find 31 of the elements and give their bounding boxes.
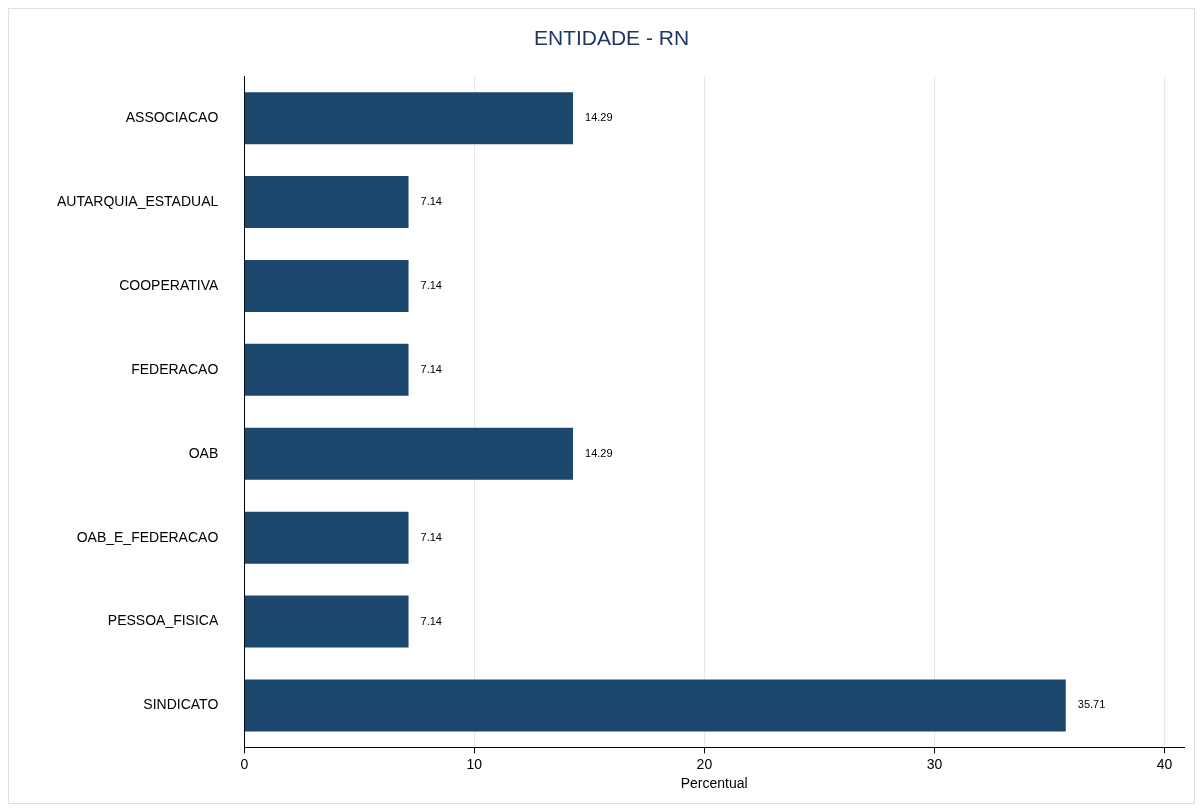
data-label: 7.14 <box>420 530 442 543</box>
y-tick-label: SINDICATO <box>143 696 219 713</box>
y-tick-label: OAB_E_FEDERACAO <box>76 528 219 545</box>
data-label: 7.14 <box>420 278 442 291</box>
x-tick-label: 0 <box>240 755 249 772</box>
data-label: 7.14 <box>420 195 442 208</box>
x-tick-label: 10 <box>466 755 483 772</box>
data-label: 7.14 <box>420 362 442 375</box>
bar <box>244 176 409 229</box>
y-tick-label: FEDERACAO <box>131 360 219 377</box>
bar <box>244 679 1066 732</box>
y-tick-label: AUTARQUIA_ESTADUAL <box>57 192 219 209</box>
y-tick-label: ASSOCIACAO <box>125 109 219 126</box>
bar <box>244 427 574 480</box>
x-tick-label: 40 <box>1156 755 1173 772</box>
bar <box>244 595 409 648</box>
chart-title: ENTIDADE - RN <box>533 26 690 50</box>
bar <box>244 343 409 396</box>
data-label: 7.14 <box>420 614 442 627</box>
bar <box>244 259 409 312</box>
y-tick-label: PESSOA_FISICA <box>107 612 219 629</box>
x-axis-title: Percentual <box>680 775 748 792</box>
bar <box>244 511 409 564</box>
bar <box>244 92 574 145</box>
y-tick-label: OAB <box>188 444 219 461</box>
data-label: 14.29 <box>585 111 613 124</box>
data-label: 14.29 <box>585 446 613 459</box>
y-tick-label: COOPERATIVA <box>119 276 219 293</box>
x-tick-label: 20 <box>696 755 713 772</box>
x-tick-label: 30 <box>926 755 943 772</box>
data-label: 35.71 <box>1077 698 1106 711</box>
